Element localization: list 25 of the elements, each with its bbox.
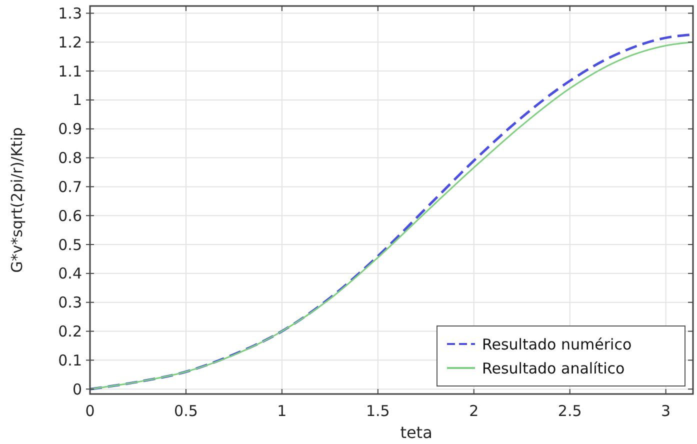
x-tick-label: 0 [85, 402, 95, 420]
x-tick-label: 1.5 [366, 402, 390, 420]
y-tick-label: 0.8 [58, 149, 82, 168]
y-tick-label: 0.9 [58, 120, 82, 138]
x-tick-label: 3 [661, 402, 671, 420]
x-axis-title: teta [400, 423, 432, 442]
y-tick-label: 1.3 [58, 4, 82, 22]
y-tick-label: 1 [72, 91, 82, 110]
y-axis-title: G*v*sqrt(2pi/r)/Ktip [8, 127, 26, 273]
y-tick-label: 1.2 [58, 33, 82, 52]
y-tick-label: 0.1 [58, 351, 82, 370]
y-tick-label: 0.4 [58, 264, 82, 283]
x-tick-label: 2.5 [558, 402, 582, 420]
y-tick-label: 0.3 [58, 294, 82, 312]
y-tick-label: 0.5 [58, 236, 82, 254]
y-tick-label: 0 [72, 380, 82, 398]
x-tick-label: 2 [469, 402, 479, 420]
y-tick-label: 0.2 [58, 322, 82, 341]
y-tick-label: 0.7 [58, 178, 82, 196]
y-tick-label: 1.1 [58, 62, 82, 80]
x-tick-label: 0.5 [174, 402, 198, 420]
legend-label: Resultado analítico [482, 359, 625, 378]
x-tick-label: 1 [277, 402, 287, 420]
y-tick-label: 0.6 [58, 206, 82, 225]
legend-label: Resultado numérico [482, 335, 632, 354]
